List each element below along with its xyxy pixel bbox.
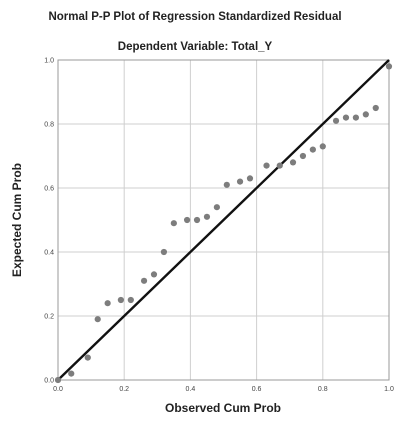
chart-subtitle: Dependent Variable: Total_Y [118, 41, 273, 53]
data-point [263, 162, 270, 169]
data-point [193, 216, 201, 224]
data-point [372, 104, 379, 112]
data-point [246, 175, 254, 182]
data-point [223, 181, 230, 188]
x-tick-label: 0.2 [119, 386, 129, 393]
y-tick-label: 1.0 [44, 58, 54, 65]
data-point [150, 271, 158, 278]
data-point [332, 117, 340, 124]
chart-title: Normal P-P Plot of Regression Standardiz… [48, 11, 341, 23]
data-point [299, 152, 307, 160]
data-point [362, 111, 369, 118]
point-layer [54, 63, 393, 384]
y-tick-label: 0.0 [44, 378, 54, 385]
data-point [84, 354, 91, 361]
y-tick-label: 0.8 [44, 122, 54, 129]
data-point [104, 300, 111, 307]
data-point [117, 296, 124, 304]
x-axis-label: Observed Cum Prob [165, 401, 281, 415]
data-point [342, 114, 350, 121]
reference-line [57, 59, 390, 381]
x-tick-label: 0.8 [318, 386, 328, 393]
x-tick-label: 1.0 [384, 386, 394, 393]
x-tick-label: 0.6 [252, 386, 262, 393]
data-point [385, 63, 393, 70]
data-point [276, 162, 283, 169]
y-tick-label: 0.2 [44, 314, 54, 321]
data-point [309, 146, 316, 153]
data-point [183, 216, 191, 224]
y-tick-label: 0.4 [44, 250, 54, 257]
data-point [54, 376, 62, 384]
data-point [160, 248, 168, 256]
data-point [127, 296, 134, 304]
y-axis-label: Expected Cum Prob [10, 163, 24, 277]
data-point [289, 159, 297, 166]
y-tick-label: 0.6 [44, 186, 54, 193]
data-point [236, 178, 244, 185]
x-tick-label: 0.0 [53, 386, 63, 393]
data-point [352, 114, 359, 121]
data-point [140, 277, 148, 284]
data-point [203, 213, 211, 220]
data-point [68, 370, 75, 377]
tick-layer: 0.0 0.2 0.4 0.6 0.8 1.0 0.0 0.2 0.4 0.6 0.8 1.0 [44, 58, 394, 394]
data-point [170, 220, 177, 227]
plot-frame [57, 59, 390, 381]
data-point [319, 143, 326, 150]
data-point [213, 204, 220, 211]
x-tick-label: 0.4 [186, 386, 196, 393]
data-point [94, 316, 101, 323]
